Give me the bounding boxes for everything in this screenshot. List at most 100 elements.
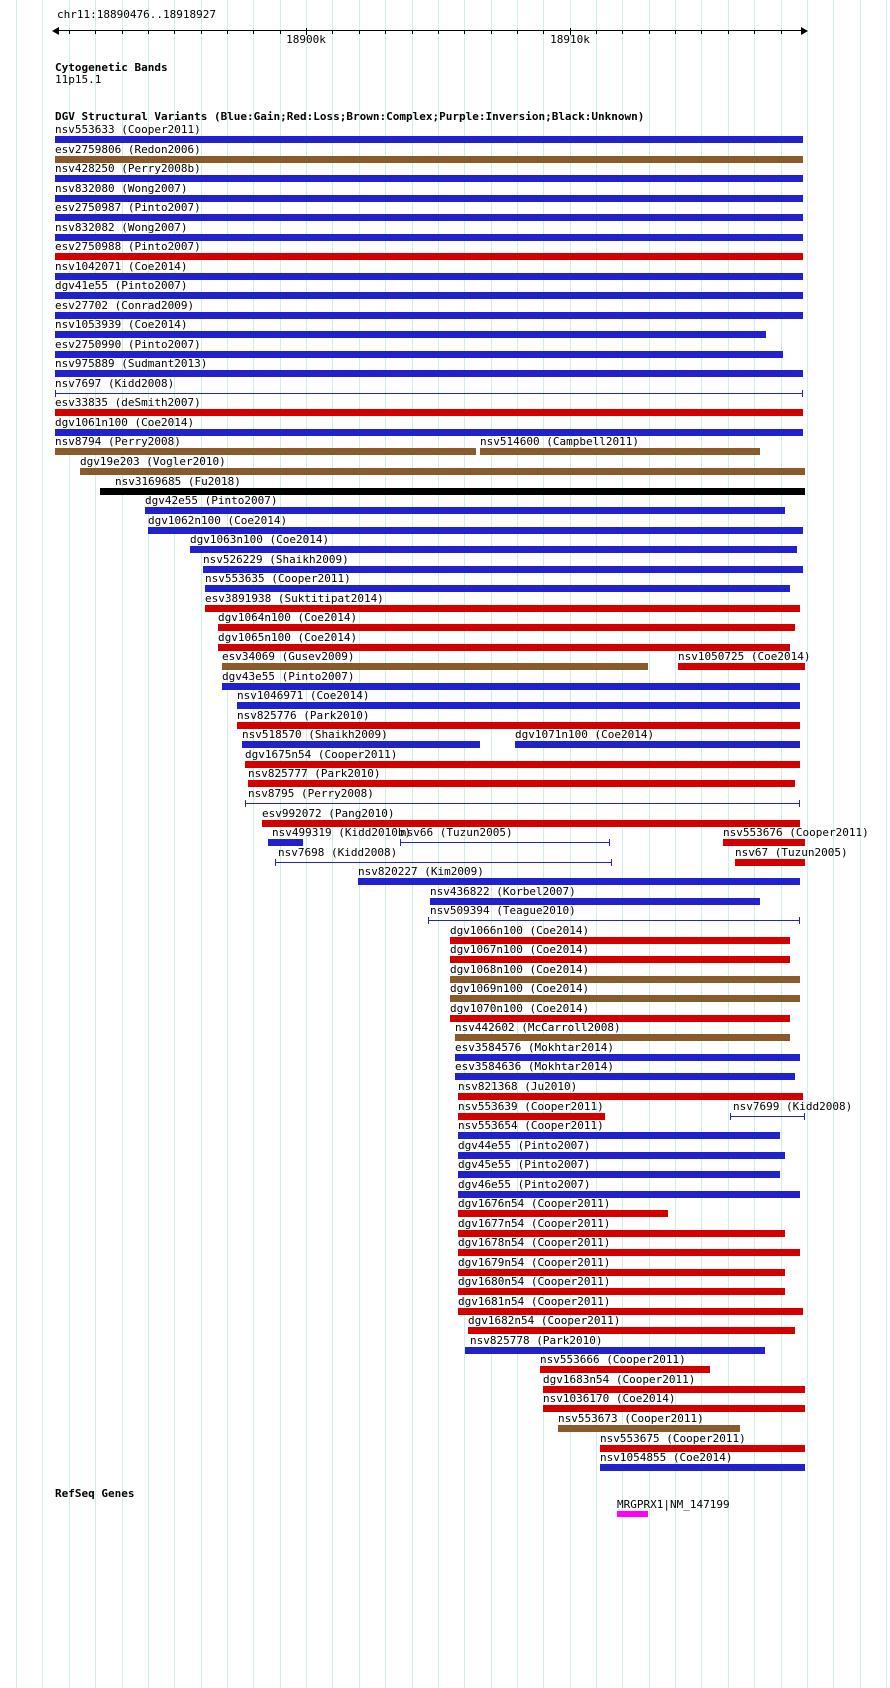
variant-bar[interactable]	[242, 741, 480, 749]
variant-label[interactable]: dgv1061n100 (Coe2014)	[55, 415, 195, 429]
variant-bar[interactable]	[450, 975, 800, 983]
variant-bar[interactable]	[55, 253, 803, 261]
variant-bar[interactable]	[145, 507, 785, 515]
variant-bar[interactable]	[55, 389, 803, 397]
variant-bar[interactable]	[222, 682, 800, 690]
variant-label[interactable]: nsv825778 (Park2010)	[470, 1333, 603, 1347]
variant-bar[interactable]	[55, 155, 803, 163]
variant-label[interactable]: nsv1042071 (Coe2014)	[55, 259, 188, 273]
variant-bar[interactable]	[275, 858, 612, 866]
variant-label[interactable]: dgv1064n100 (Coe2014)	[218, 611, 358, 625]
variant-bar[interactable]	[55, 331, 766, 339]
variant-label[interactable]: nsv825776 (Park2010)	[237, 708, 370, 722]
variant-bar[interactable]	[55, 409, 803, 417]
variant-bar[interactable]	[428, 917, 800, 925]
variant-bar[interactable]	[55, 214, 803, 222]
variant-bar[interactable]	[458, 1171, 780, 1179]
variant-bar[interactable]	[458, 1190, 800, 1198]
variant-bar[interactable]	[262, 819, 800, 827]
variant-label[interactable]: nsv442602 (McCarroll2008)	[455, 1021, 621, 1035]
variant-bar[interactable]	[458, 1288, 785, 1296]
variant-bar[interactable]	[55, 292, 803, 300]
variant-label[interactable]: dgv46e55 (Pinto2007)	[458, 1177, 591, 1191]
variant-label[interactable]: nsv832080 (Wong2007)	[55, 181, 188, 195]
variant-bar[interactable]	[248, 780, 795, 788]
variant-bar[interactable]	[55, 350, 783, 358]
variant-bar[interactable]	[148, 526, 803, 534]
variant-label[interactable]: esv2750988 (Pinto2007)	[55, 240, 201, 254]
variant-bar[interactable]	[543, 1385, 805, 1393]
variant-bar[interactable]	[458, 1112, 605, 1120]
variant-label[interactable]: nsv553654 (Cooper2011)	[458, 1119, 604, 1133]
variant-label[interactable]: nsv1046971 (Coe2014)	[237, 689, 370, 703]
variant-label[interactable]: nsv526229 (Shaikh2009)	[203, 552, 349, 566]
variant-bar[interactable]	[455, 1073, 795, 1081]
variant-bar[interactable]	[218, 643, 790, 651]
variant-bar[interactable]	[245, 760, 800, 768]
variant-label[interactable]: nsv1036170 (Coe2014)	[543, 1392, 676, 1406]
variant-label[interactable]: dgv1062n100 (Coe2014)	[148, 513, 288, 527]
variant-label[interactable]: dgv1069n100 (Coe2014)	[450, 982, 590, 996]
variant-bar[interactable]	[480, 448, 760, 456]
variant-bar[interactable]	[730, 1112, 805, 1120]
variant-label[interactable]: dgv1678n54 (Cooper2011)	[458, 1236, 611, 1250]
variant-bar[interactable]	[55, 428, 803, 436]
variant-label[interactable]: dgv44e55 (Pinto2007)	[458, 1138, 591, 1152]
variant-label[interactable]: nsv975889 (Sudmant2013)	[55, 357, 208, 371]
variant-bar[interactable]	[458, 1210, 668, 1218]
variant-bar[interactable]	[540, 1366, 710, 1374]
variant-label[interactable]: esv33835 (deSmith2007)	[55, 396, 201, 410]
variant-label[interactable]: dgv45e55 (Pinto2007)	[458, 1158, 591, 1172]
variant-label[interactable]: dgv1066n100 (Coe2014)	[450, 923, 590, 937]
variant-bar[interactable]	[455, 1053, 800, 1061]
variant-bar[interactable]	[450, 956, 790, 964]
variant-label[interactable]: dgv1063n100 (Coe2014)	[190, 533, 330, 547]
variant-bar[interactable]	[245, 800, 800, 808]
variant-label[interactable]: nsv553639 (Cooper2011)	[458, 1099, 604, 1113]
variant-bar[interactable]	[100, 487, 805, 495]
variant-bar[interactable]	[400, 839, 610, 847]
variant-label[interactable]: nsv8794 (Perry2008)	[55, 435, 181, 449]
variant-label[interactable]: nsv3169685 (Fu2018)	[115, 474, 241, 488]
variant-bar[interactable]	[268, 839, 303, 847]
variant-bar[interactable]	[458, 1268, 785, 1276]
variant-bar[interactable]	[55, 448, 476, 456]
variant-bar[interactable]	[55, 136, 803, 143]
variant-label[interactable]: dgv41e55 (Pinto2007)	[55, 279, 188, 293]
variant-label[interactable]: esv3584576 (Mokhtar2014)	[455, 1040, 614, 1054]
variant-bar[interactable]	[358, 878, 800, 886]
variant-label[interactable]: nsv553635 (Cooper2011)	[205, 572, 351, 586]
variant-bar[interactable]	[55, 311, 803, 319]
variant-bar[interactable]	[450, 1014, 790, 1022]
variant-label[interactable]: nsv67 (Tuzun2005)	[735, 845, 848, 859]
variant-label[interactable]: esv2750990 (Pinto2007)	[55, 337, 201, 351]
variant-label[interactable]: dgv1071n100 (Coe2014)	[515, 728, 655, 742]
variant-bar[interactable]	[222, 663, 648, 671]
variant-label[interactable]: esv3584636 (Mokhtar2014)	[455, 1060, 614, 1074]
variant-label[interactable]: nsv7699 (Kidd2008)	[733, 1099, 853, 1113]
variant-label[interactable]: dgv1681n54 (Cooper2011)	[458, 1294, 611, 1308]
variant-label[interactable]: dgv19e203 (Vogler2010)	[80, 455, 226, 468]
variant-bar[interactable]	[458, 1249, 800, 1257]
variant-bar[interactable]	[458, 1151, 785, 1159]
variant-bar[interactable]	[458, 1132, 780, 1140]
variant-label[interactable]: dgv43e55 (Pinto2007)	[222, 669, 355, 683]
variant-label[interactable]: nsv499319 (Kidd2010b)	[272, 826, 412, 840]
variant-bar[interactable]	[450, 936, 790, 944]
variant-bar[interactable]	[203, 565, 803, 573]
variant-bar[interactable]	[55, 175, 803, 183]
gene-bar[interactable]	[617, 1511, 648, 1517]
variant-label[interactable]: dgv1683n54 (Cooper2011)	[543, 1372, 696, 1386]
variant-bar[interactable]	[218, 624, 795, 632]
variant-label[interactable]: esv3891938 (Suktitipat2014)	[205, 591, 384, 605]
variant-label[interactable]: nsv518570 (Shaikh2009)	[242, 728, 388, 742]
variant-bar[interactable]	[450, 995, 800, 1003]
variant-bar[interactable]	[205, 585, 790, 593]
variant-label[interactable]: dgv42e55 (Pinto2007)	[145, 494, 278, 508]
variant-bar[interactable]	[430, 897, 760, 905]
gene-label[interactable]: MRGPRX1|NM_147199	[617, 1498, 730, 1511]
variant-label[interactable]: nsv553675 (Cooper2011)	[600, 1431, 746, 1445]
variant-label[interactable]: esv2750987 (Pinto2007)	[55, 201, 201, 215]
variant-label[interactable]: nsv821368 (Ju2010)	[458, 1079, 578, 1093]
variant-label[interactable]: dgv1679n54 (Cooper2011)	[458, 1255, 611, 1269]
